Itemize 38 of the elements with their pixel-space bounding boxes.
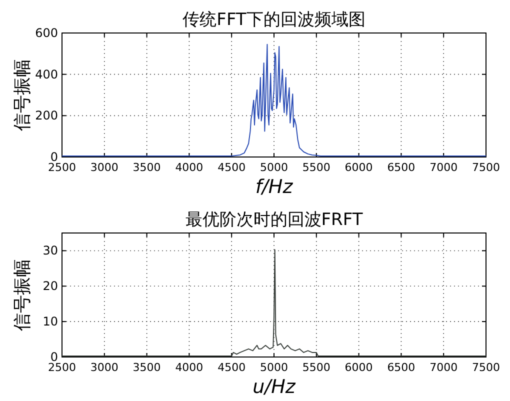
x-tick-label: 5000 xyxy=(260,361,288,374)
y-tick-label: 0 xyxy=(50,150,58,164)
x-tick-label: 5000 xyxy=(260,161,288,174)
x-tick-label: 2500 xyxy=(48,161,76,174)
line-series xyxy=(62,44,486,156)
x-tick-label: 4500 xyxy=(218,361,246,374)
x-tick-label: 5500 xyxy=(302,361,330,374)
y-axis-title: 信号振幅 xyxy=(12,259,33,331)
x-tick-label: 2500 xyxy=(48,361,76,374)
x-tick-label: 7000 xyxy=(430,161,458,174)
line-series xyxy=(62,249,486,356)
x-tick-label: 4000 xyxy=(175,361,204,374)
x-tick-label: 6000 xyxy=(344,361,373,374)
chart-title: 最优阶次时的回波FRFT xyxy=(185,210,364,230)
chart-title: 传统FFT下的回波频域图 xyxy=(182,10,366,30)
y-tick-label: 200 xyxy=(35,108,58,123)
x-tick-label: 7500 xyxy=(472,161,500,174)
y-tick-label: 10 xyxy=(42,314,58,329)
x-tick-label: 7000 xyxy=(430,361,458,374)
x-tick-label: 3500 xyxy=(132,161,161,174)
x-tick-label: 3000 xyxy=(90,161,118,174)
x-tick-label: 3000 xyxy=(90,361,118,374)
x-tick-label: 5500 xyxy=(302,161,330,174)
x-tick-label: 4500 xyxy=(218,161,246,174)
x-tick-label: 6000 xyxy=(344,161,373,174)
y-tick-label: 400 xyxy=(35,67,58,82)
y-tick-label: 30 xyxy=(42,244,58,258)
x-tick-label: 3500 xyxy=(132,361,161,374)
x-tick-label: 7500 xyxy=(472,361,500,374)
x-tick-label: 6500 xyxy=(387,361,416,374)
y-tick-label: 20 xyxy=(42,279,58,294)
y-tick-label: 600 xyxy=(35,26,58,40)
y-axis-title: 信号振幅 xyxy=(12,59,33,131)
x-axis-title: f/Hz xyxy=(255,176,294,198)
x-tick-label: 4000 xyxy=(175,161,204,174)
y-tick-label: 0 xyxy=(50,350,58,364)
x-axis-title: u/Hz xyxy=(252,376,296,398)
x-tick-label: 6500 xyxy=(387,161,416,174)
